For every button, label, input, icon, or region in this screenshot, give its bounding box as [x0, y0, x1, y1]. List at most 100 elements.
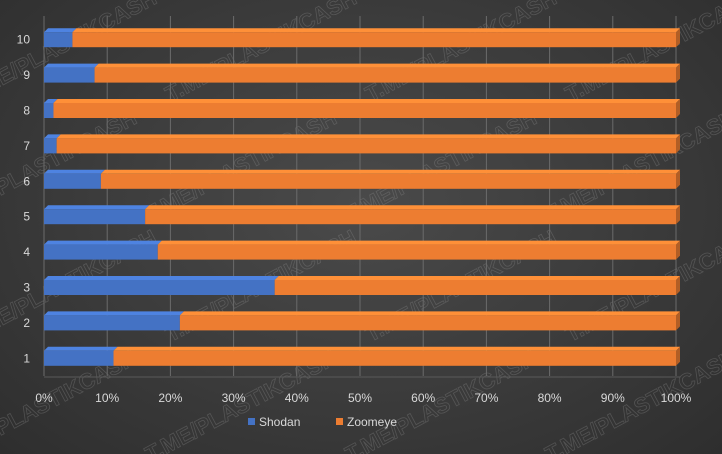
- bar-shodan-8: [44, 99, 58, 118]
- bar-segment: [44, 315, 180, 331]
- bar-segment: [145, 209, 676, 225]
- y-tick-label: 2: [23, 316, 30, 330]
- bar-top-face: [72, 28, 680, 33]
- bar-top-face: [44, 63, 99, 68]
- bar-shodan-5: [44, 205, 150, 225]
- bar-side-face: [676, 205, 680, 225]
- y-tick-label: 1: [23, 351, 30, 365]
- watermark-text: T.ME/PLASTIKCASH: [161, 0, 361, 107]
- x-tick-label: 40%: [285, 391, 309, 405]
- bar-top-face: [145, 205, 680, 210]
- bar-side-face: [676, 99, 680, 118]
- x-tick-label: 50%: [348, 391, 372, 405]
- bar-side-face: [676, 240, 680, 260]
- watermark-text: T.ME/PLASTIKCASH: [561, 0, 722, 107]
- bar-shodan-4: [44, 240, 162, 260]
- x-tick-label: 10%: [95, 391, 119, 405]
- legend-label: Shodan: [259, 415, 300, 429]
- y-tick-label: 5: [23, 210, 30, 224]
- bar-side-face: [676, 169, 680, 189]
- bar-segment: [72, 32, 676, 48]
- bar-top-face: [44, 99, 58, 103]
- bar-segment: [100, 173, 676, 189]
- y-tick-label: 9: [23, 68, 30, 82]
- x-tick-label: 70%: [474, 391, 498, 405]
- y-tick-label: 10: [17, 33, 31, 47]
- bar-zoomeye-5: [145, 205, 680, 225]
- bar-zoomeye-4: [157, 240, 680, 260]
- bar-top-face: [274, 276, 680, 280]
- bar-side-face: [676, 346, 680, 366]
- bar-zoomeye-3: [274, 276, 680, 295]
- bar-top-face: [44, 276, 279, 280]
- bar-segment: [44, 350, 114, 366]
- bar-shodan-6: [44, 169, 105, 189]
- bar-side-face: [676, 276, 680, 295]
- bar-zoomeye-10: [72, 28, 680, 48]
- bar-side-face: [676, 311, 680, 331]
- watermark-text: T.ME/PLASTIKCASH: [0, 0, 161, 107]
- y-tick-label: 3: [23, 281, 30, 295]
- bar-shodan-2: [44, 311, 184, 331]
- bar-top-face: [100, 169, 680, 174]
- legend-swatch: [336, 418, 343, 425]
- bar-segment: [53, 103, 677, 118]
- bar-segment: [44, 32, 73, 48]
- x-axis-ticks: 0% 10% 20% 30% 40% 50% 60% 70% 80% 90% 100%: [35, 391, 691, 405]
- bar-zoomeye-6: [100, 169, 680, 189]
- x-tick-label: 90%: [601, 391, 625, 405]
- bar-top-face: [56, 134, 680, 139]
- x-tick-label: 20%: [158, 391, 182, 405]
- bar-top-face: [44, 240, 162, 245]
- bar-shodan-1: [44, 346, 118, 366]
- bar-segment: [44, 280, 275, 295]
- bar-segment: [179, 315, 676, 331]
- y-axis-ticks: 1 2 3 4 5 6 7 8 9 10: [17, 33, 31, 366]
- bar-top-face: [113, 346, 680, 351]
- y-tick-label: 8: [23, 104, 30, 118]
- bar-top-face: [53, 99, 681, 103]
- bar-segment: [44, 173, 101, 189]
- watermark-text: T.ME/PLASTIKCASH: [361, 0, 561, 107]
- y-tick-label: 6: [23, 174, 30, 188]
- legend-item-shodan: Shodan: [248, 415, 300, 429]
- bar-segment: [157, 244, 676, 260]
- legend-label: Zoomeye: [347, 415, 397, 429]
- bar-segment: [44, 103, 54, 118]
- y-tick-label: 4: [23, 245, 30, 259]
- legend: Shodan Zoomeye: [248, 415, 397, 429]
- bar-zoomeye-9: [94, 63, 680, 83]
- bar-top-face: [179, 311, 680, 316]
- x-tick-label: 60%: [411, 391, 435, 405]
- bar-side-face: [676, 134, 680, 154]
- bar-segment: [113, 350, 676, 366]
- bar-segment: [44, 67, 95, 83]
- bar-zoomeye-7: [56, 134, 680, 154]
- bar-top-face: [157, 240, 680, 245]
- legend-swatch: [248, 418, 255, 425]
- bar-top-face: [44, 169, 105, 174]
- bar-zoomeye-2: [179, 311, 680, 331]
- bar-top-face: [44, 311, 184, 316]
- legend-item-zoomeye: Zoomeye: [336, 415, 397, 429]
- bar-top-face: [44, 134, 61, 139]
- bar-side-face: [676, 63, 680, 83]
- x-tick-label: 0%: [35, 391, 53, 405]
- x-tick-label: 30%: [222, 391, 246, 405]
- bar-top-face: [94, 63, 680, 68]
- bar-top-face: [44, 346, 118, 351]
- bar-layer: [44, 28, 681, 366]
- bar-segment: [56, 138, 676, 154]
- bar-shodan-9: [44, 63, 99, 83]
- bar-zoomeye-1: [113, 346, 680, 366]
- y-tick-label: 7: [23, 139, 30, 153]
- bar-top-face: [44, 205, 150, 210]
- bar-segment: [94, 67, 676, 83]
- bar-zoomeye-8: [53, 99, 681, 118]
- bar-shodan-10: [44, 28, 77, 48]
- bar-segment: [44, 244, 158, 260]
- bar-segment: [44, 138, 57, 154]
- bar-top-face: [44, 28, 77, 33]
